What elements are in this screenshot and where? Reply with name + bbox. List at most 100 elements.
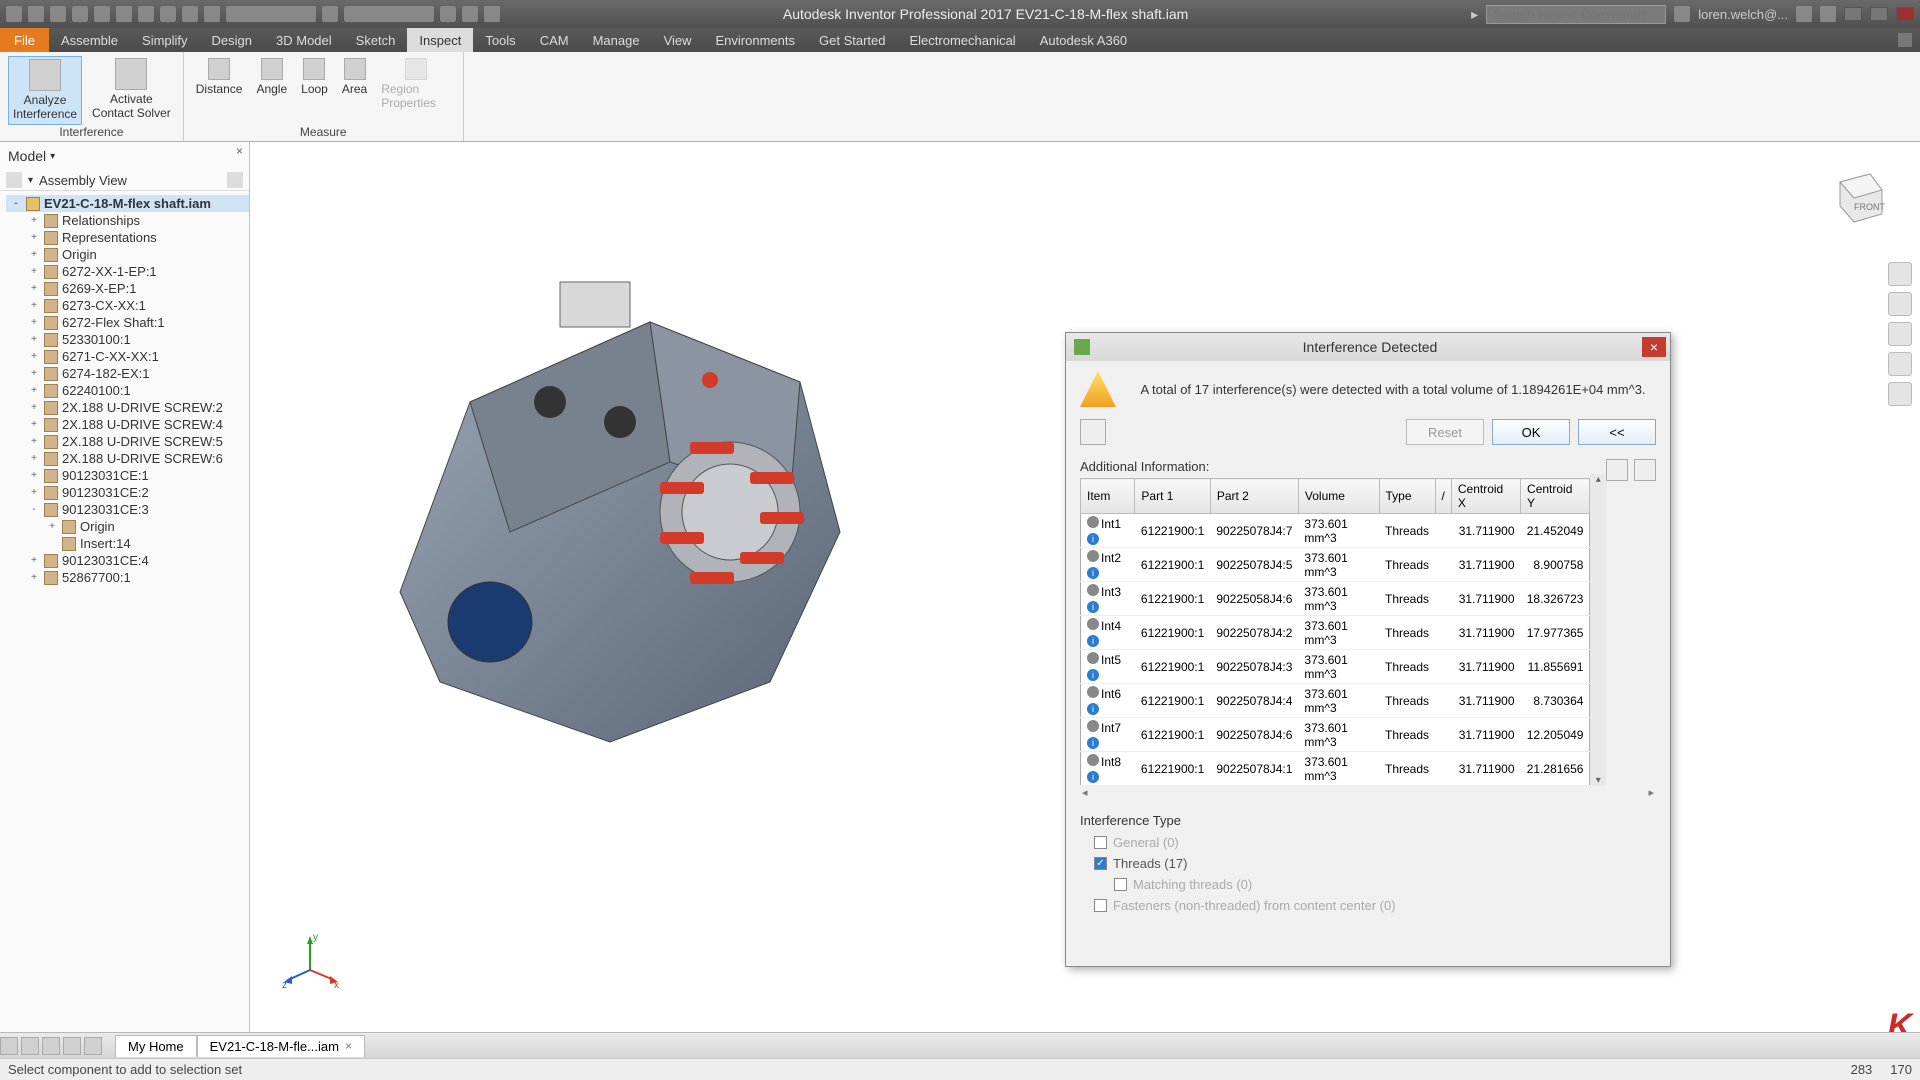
tree-item[interactable]: +Relationships (6, 212, 249, 229)
sb-ico-5[interactable] (84, 1037, 102, 1055)
angle-button[interactable]: Angle (252, 56, 291, 125)
find-icon[interactable] (227, 172, 243, 188)
material-dropdown[interactable] (226, 6, 316, 22)
table-header[interactable]: Part 2 (1210, 479, 1298, 514)
browser-close-icon[interactable]: × (236, 144, 243, 158)
tab-sketch[interactable]: Sketch (344, 28, 408, 52)
tree-item[interactable]: +52330100:1 (6, 331, 249, 348)
fasteners-checkbox[interactable] (1094, 899, 1107, 912)
qat-misc1-icon[interactable] (440, 6, 456, 22)
table-header[interactable]: Centroid X (1451, 479, 1520, 514)
qat-undo-icon[interactable] (94, 6, 110, 22)
qat-update-icon[interactable] (160, 6, 176, 22)
zoom-icon[interactable] (1888, 322, 1912, 346)
qat-material-icon[interactable] (204, 6, 220, 22)
tab-environments[interactable]: Environments (704, 28, 807, 52)
help-icon[interactable] (1820, 6, 1836, 22)
tab-manage[interactable]: Manage (581, 28, 652, 52)
general-checkbox[interactable] (1094, 836, 1107, 849)
doc-tab-active[interactable]: EV21-C-18-M-fle...iam× (197, 1035, 365, 1057)
tree-item[interactable]: +6274-182-EX:1 (6, 365, 249, 382)
threads-checkbox[interactable] (1094, 857, 1107, 870)
doc-tab-home[interactable]: My Home (115, 1035, 197, 1057)
tab-tools[interactable]: Tools (473, 28, 527, 52)
table-header[interactable]: Item (1081, 479, 1135, 514)
tree-item[interactable]: +6272-Flex Shaft:1 (6, 314, 249, 331)
help-icon[interactable] (1080, 419, 1106, 445)
qat-new-icon[interactable] (28, 6, 44, 22)
loop-button[interactable]: Loop (297, 56, 332, 125)
distance-button[interactable]: Distance (192, 56, 247, 125)
tab-design[interactable]: Design (200, 28, 264, 52)
copy-icon[interactable] (1606, 459, 1628, 481)
table-row[interactable]: Int5 i61221900:190225078J4:3373.601 mm^3… (1081, 650, 1590, 684)
browser-title[interactable]: Model (0, 142, 249, 170)
minimize-button[interactable] (1844, 7, 1862, 21)
tree-item[interactable]: +6269-X-EP:1 (6, 280, 249, 297)
table-row[interactable]: Int8 i61221900:190225078J4:1373.601 mm^3… (1081, 752, 1590, 786)
table-header[interactable]: Volume (1298, 479, 1379, 514)
table-row[interactable]: Int3 i61221900:190225058J4:6373.601 mm^3… (1081, 582, 1590, 616)
table-row[interactable]: Int1 i61221900:190225078J4:7373.601 mm^3… (1081, 514, 1590, 548)
signin-icon[interactable] (1674, 6, 1690, 22)
contact-solver-button[interactable]: Activate Contact Solver (88, 56, 175, 125)
dialog-titlebar[interactable]: Interference Detected × (1066, 333, 1670, 361)
tree-item[interactable]: +2X.188 U-DRIVE SCREW:6 (6, 450, 249, 467)
tab-a360[interactable]: Autodesk A360 (1028, 28, 1139, 52)
qat-redo-icon[interactable] (116, 6, 132, 22)
user-label[interactable]: loren.welch@... (1698, 7, 1788, 22)
tree-item[interactable]: +6272-XX-1-EP:1 (6, 263, 249, 280)
table-header[interactable]: Type (1379, 479, 1435, 514)
analyze-interference-button[interactable]: Analyze Interference (8, 56, 82, 125)
table-header[interactable]: / (1435, 479, 1451, 514)
exchange-icon[interactable] (1796, 6, 1812, 22)
table-header[interactable]: Centroid Y (1521, 479, 1590, 514)
hscroll-right-icon[interactable]: ▸ (1648, 786, 1654, 799)
qat-select-icon[interactable] (182, 6, 198, 22)
table-row[interactable]: Int6 i61221900:190225078J4:4373.601 mm^3… (1081, 684, 1590, 718)
tab-simplify[interactable]: Simplify (130, 28, 200, 52)
tree-item[interactable]: +52867700:1 (6, 569, 249, 586)
tree-item[interactable]: Insert:14 (6, 535, 249, 552)
dialog-close-button[interactable]: × (1642, 337, 1666, 357)
ribbon-toggle-icon[interactable] (1898, 33, 1912, 47)
tree-item[interactable]: +Origin (6, 518, 249, 535)
interference-table[interactable]: ItemPart 1Part 2VolumeType/Centroid XCen… (1080, 478, 1590, 786)
sb-ico-4[interactable] (63, 1037, 81, 1055)
table-scrollbar[interactable]: ▴▾ (1590, 474, 1606, 786)
table-header[interactable]: Part 1 (1135, 479, 1210, 514)
orbit-icon[interactable] (1888, 352, 1912, 376)
tab-cam[interactable]: CAM (528, 28, 581, 52)
appearance-dropdown[interactable] (344, 6, 434, 22)
close-button[interactable] (1896, 7, 1914, 21)
ok-button[interactable]: OK (1492, 419, 1570, 445)
tree-item[interactable]: +Origin (6, 246, 249, 263)
tree-item[interactable]: +6271-C-XX-XX:1 (6, 348, 249, 365)
qat-appearance-icon[interactable] (322, 6, 338, 22)
tree-item[interactable]: +90123031CE:1 (6, 467, 249, 484)
viewcube[interactable]: FRONT (1820, 162, 1890, 232)
sb-ico-3[interactable] (42, 1037, 60, 1055)
lookat-icon[interactable] (1888, 382, 1912, 406)
tab-view[interactable]: View (652, 28, 704, 52)
tab-inspect[interactable]: Inspect (407, 28, 473, 52)
assembly-view-label[interactable]: Assembly View (39, 173, 127, 188)
tree-item[interactable]: +62240100:1 (6, 382, 249, 399)
tree-item[interactable]: +90123031CE:4 (6, 552, 249, 569)
tree-item[interactable]: +90123031CE:2 (6, 484, 249, 501)
tree-item[interactable]: +2X.188 U-DRIVE SCREW:4 (6, 416, 249, 433)
pan-icon[interactable] (1888, 292, 1912, 316)
print-icon[interactable] (1634, 459, 1656, 481)
qat-open-icon[interactable] (50, 6, 66, 22)
tree-item[interactable]: +6273-CX-XX:1 (6, 297, 249, 314)
filter-icon[interactable] (6, 172, 22, 188)
model-tree[interactable]: -EV21-C-18-M-flex shaft.iam+Relationship… (0, 191, 249, 590)
tree-item[interactable]: +Representations (6, 229, 249, 246)
doc-tab-close-icon[interactable]: × (345, 1039, 352, 1053)
table-row[interactable]: Int2 i61221900:190225078J4:5373.601 mm^3… (1081, 548, 1590, 582)
tree-item[interactable]: +2X.188 U-DRIVE SCREW:2 (6, 399, 249, 416)
tree-item[interactable]: +2X.188 U-DRIVE SCREW:5 (6, 433, 249, 450)
qat-misc3-icon[interactable] (484, 6, 500, 22)
maximize-button[interactable] (1870, 7, 1888, 21)
help-search[interactable] (1486, 5, 1666, 24)
